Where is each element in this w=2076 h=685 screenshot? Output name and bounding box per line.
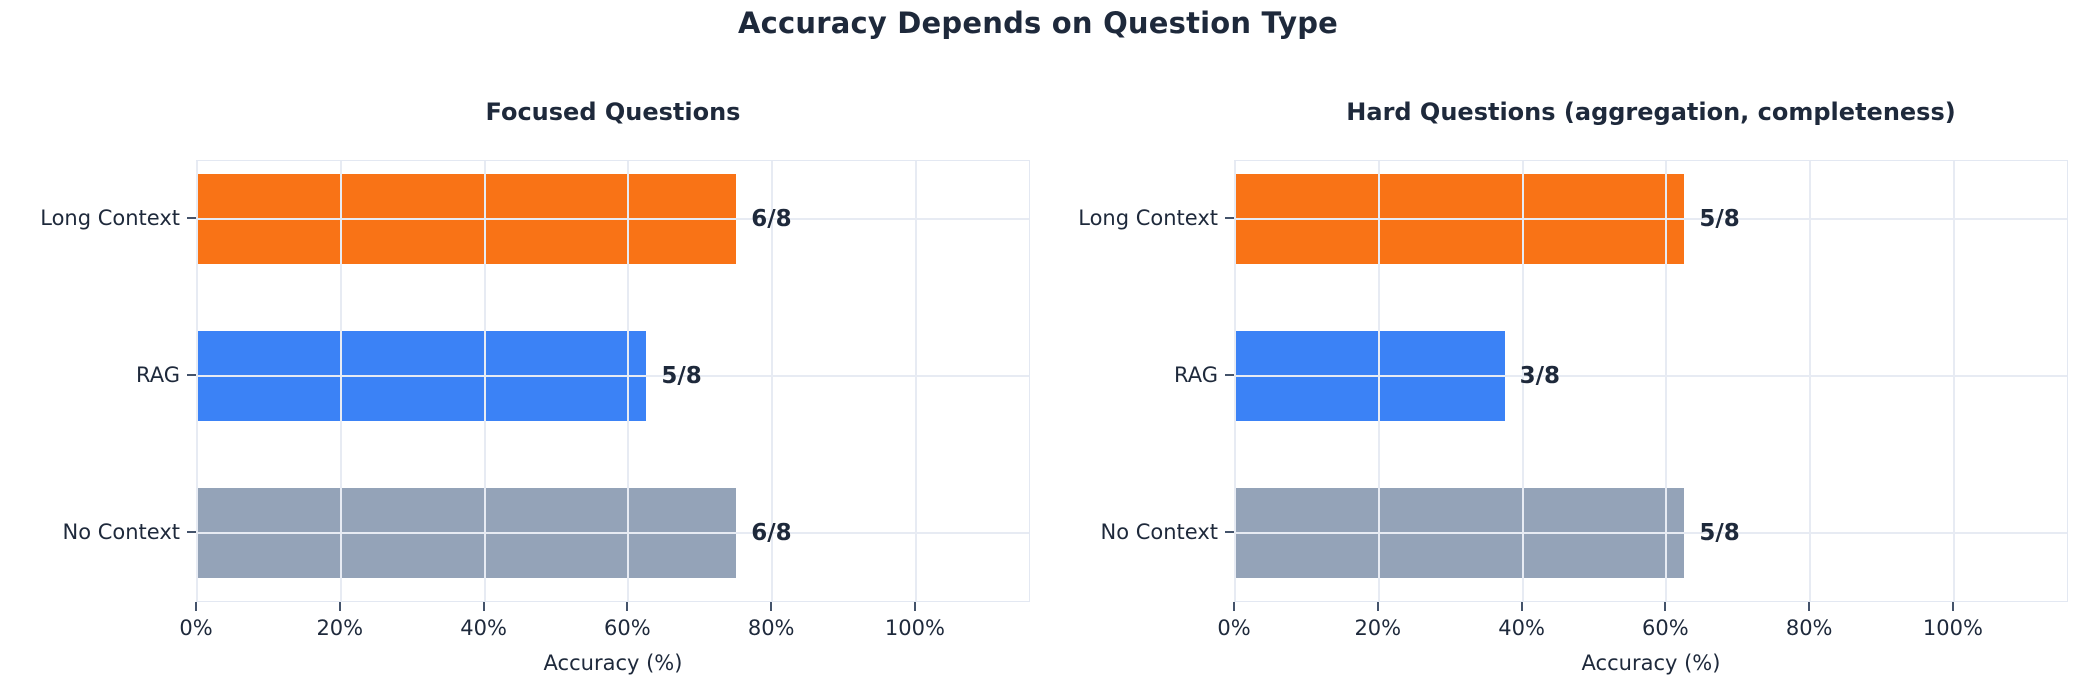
x-tick-mark bbox=[626, 602, 629, 611]
gridline bbox=[1377, 161, 1380, 601]
x-tick-label: 80% bbox=[1785, 616, 1833, 640]
x-tick-label: 60% bbox=[1642, 616, 1689, 640]
y-tick-mark bbox=[187, 373, 196, 376]
y-tick-label: Long Context bbox=[40, 205, 180, 230]
x-tick-label: 60% bbox=[604, 616, 651, 640]
gridline bbox=[1809, 161, 1812, 601]
y-tick-label: Long Context bbox=[1078, 205, 1218, 230]
x-tick-mark bbox=[1233, 602, 1235, 611]
gridline bbox=[197, 217, 1029, 220]
gridline bbox=[1952, 161, 1955, 601]
x-tick-label: 0% bbox=[179, 616, 213, 640]
x-tick-label: 100% bbox=[1922, 616, 1983, 640]
gridline bbox=[627, 161, 630, 601]
x-tick-mark bbox=[1376, 602, 1379, 611]
subplot-title: Hard Questions (aggregation, completenes… bbox=[1346, 98, 1956, 126]
bar-value-label: 5/8 bbox=[661, 362, 702, 389]
subplot-focused-questions: Focused Questions 6/8 5/8 6/8 Accuracy (%)… bbox=[40, 98, 1030, 675]
bar-value-label: 5/8 bbox=[1699, 205, 1740, 232]
x-tick-mark bbox=[1520, 602, 1523, 611]
figure-title: Accuracy Depends on Question Type bbox=[737, 6, 1339, 40]
x-tick-mark bbox=[338, 602, 341, 611]
x-tick-mark bbox=[1808, 602, 1811, 611]
x-tick-mark bbox=[770, 602, 773, 611]
x-tick-label: 0% bbox=[1217, 616, 1251, 640]
gridline bbox=[1521, 161, 1524, 601]
y-tick-mark bbox=[187, 216, 196, 219]
bar-value-label: 6/8 bbox=[751, 519, 792, 546]
x-tick-mark bbox=[195, 602, 197, 611]
bar-value-label: 6/8 bbox=[751, 205, 792, 232]
x-tick-label: 100% bbox=[884, 616, 945, 640]
gridline bbox=[339, 161, 342, 601]
gridline bbox=[771, 161, 774, 601]
x-tick-mark bbox=[482, 602, 485, 611]
gridline bbox=[197, 531, 1029, 534]
y-tick-label: RAG bbox=[135, 362, 180, 387]
bar-value-label: 5/8 bbox=[1699, 519, 1740, 546]
gridline bbox=[1235, 374, 2067, 377]
y-tick-mark bbox=[1225, 530, 1234, 533]
y-tick-label: No Context bbox=[1100, 519, 1219, 544]
y-tick-mark bbox=[1225, 216, 1234, 219]
x-tick-mark bbox=[1951, 602, 1954, 611]
y-tick-mark bbox=[1225, 373, 1234, 376]
gridline bbox=[196, 161, 198, 601]
y-tick-mark bbox=[187, 530, 196, 533]
subplot-hard-questions: Hard Questions (aggregation, completenes… bbox=[1038, 0, 2076, 685]
x-tick-mark bbox=[1664, 602, 1667, 611]
bar-value-label: 3/8 bbox=[1519, 362, 1561, 389]
gridline bbox=[1235, 217, 2067, 220]
gridline bbox=[1234, 161, 1236, 601]
x-axis-label: Accuracy (%) bbox=[1581, 651, 1721, 675]
x-tick-label: 40% bbox=[460, 616, 507, 640]
subplot-title: Focused Questions bbox=[485, 98, 741, 126]
gridline bbox=[197, 374, 1029, 377]
x-tick-label: 20% bbox=[316, 616, 364, 640]
y-tick-label: RAG bbox=[1173, 362, 1218, 387]
gridline bbox=[1235, 531, 2067, 534]
x-axis-label: Accuracy (%) bbox=[543, 651, 683, 675]
gridline bbox=[914, 161, 917, 601]
x-tick-label: 40% bbox=[1498, 616, 1545, 640]
gridline bbox=[483, 161, 486, 601]
y-tick-label: No Context bbox=[62, 519, 181, 544]
gridline bbox=[1665, 161, 1668, 601]
x-tick-label: 20% bbox=[1354, 616, 1402, 640]
plot-area: 5/8 3/8 5/8 bbox=[1234, 160, 2068, 602]
plot-area: 6/8 5/8 6/8 bbox=[196, 160, 1030, 602]
x-tick-mark bbox=[913, 602, 916, 611]
x-tick-label: 80% bbox=[747, 616, 795, 640]
